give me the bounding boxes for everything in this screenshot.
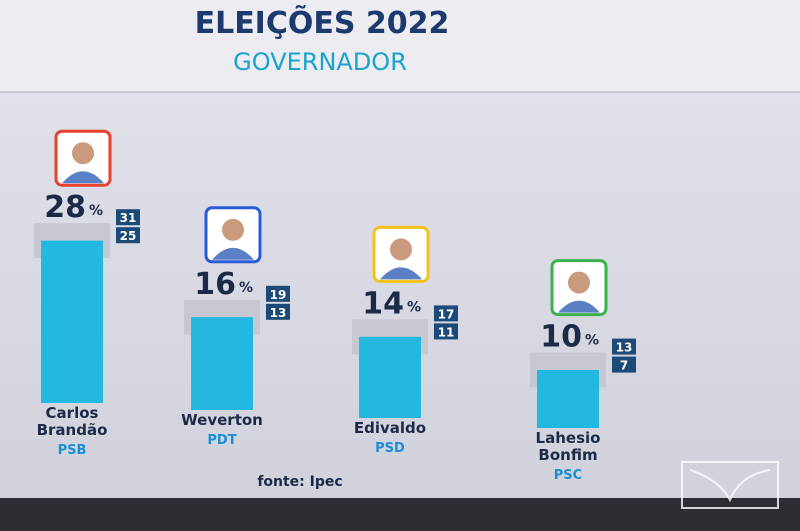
value-unit: %	[89, 203, 103, 219]
candidate-block: Lahesio Bonfim PSC	[523, 429, 613, 484]
upper-box	[612, 338, 636, 355]
chart-title: ELEIÇÕES 2022	[195, 4, 450, 41]
tv-frame	[0, 498, 800, 531]
party-label: PSD	[375, 441, 405, 456]
candidate-block: Carlos Brandão PSB	[27, 404, 117, 459]
lower-box	[612, 356, 636, 373]
value-label: 28	[44, 190, 86, 225]
bar	[41, 240, 103, 403]
candidate-block: Edivaldo PSD	[345, 419, 435, 457]
bar	[359, 336, 421, 418]
upper-box	[434, 305, 458, 322]
category-label: Weverton	[181, 411, 263, 429]
value-label: 16	[194, 267, 236, 302]
category-label: Carlos Brandão	[36, 404, 108, 439]
photo-body	[380, 267, 422, 280]
chart-subtitle: GOVERNADOR	[233, 48, 407, 76]
category-label: Lahesio Bonfim	[535, 429, 601, 464]
party-label: PDT	[207, 433, 237, 448]
photo-body	[212, 247, 254, 260]
upper-label: 19	[270, 288, 287, 302]
photo-head	[568, 271, 590, 294]
lower-box	[266, 303, 290, 320]
lower-box	[116, 227, 140, 244]
photo-head	[222, 218, 244, 241]
value-label: 10	[540, 320, 582, 355]
candidate-block: Weverton PDT	[177, 411, 267, 449]
value-label: 14	[362, 286, 404, 321]
bar	[537, 370, 599, 428]
lower-label: 11	[438, 325, 455, 339]
logo	[681, 461, 779, 509]
photo-head	[390, 238, 412, 261]
photo-head	[72, 142, 94, 165]
value-unit: %	[585, 333, 599, 349]
party-label: PSC	[553, 468, 583, 483]
bar	[191, 317, 253, 410]
value-unit: %	[239, 280, 253, 296]
lower-label: 25	[120, 229, 137, 243]
upper-box	[266, 285, 290, 302]
lower-label: 13	[270, 306, 287, 320]
photo-body	[558, 300, 600, 313]
photo-body	[62, 171, 104, 184]
category-label: Edivaldo	[353, 419, 427, 437]
upper-box	[116, 209, 140, 226]
upper-label: 17	[438, 307, 455, 321]
party-label: PSB	[57, 443, 87, 458]
upper-label: 31	[120, 211, 137, 225]
lower-label: 7	[620, 359, 628, 373]
source: fonte: Ipec	[257, 474, 342, 490]
value-unit: %	[407, 299, 421, 315]
upper-label: 13	[616, 341, 633, 355]
header-band	[0, 0, 800, 92]
lower-box	[434, 323, 458, 340]
